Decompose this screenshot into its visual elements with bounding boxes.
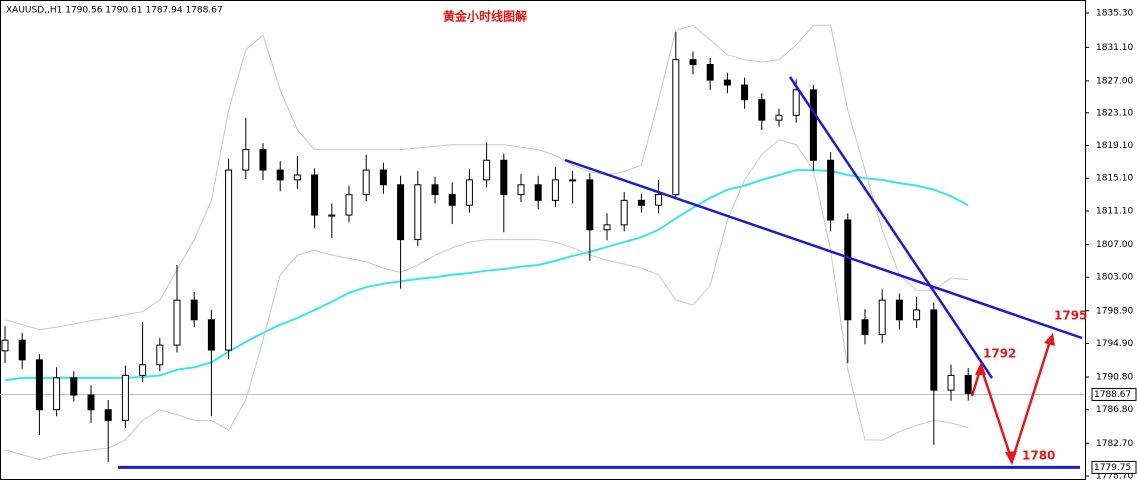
candle-body bbox=[345, 194, 353, 216]
candle-body bbox=[173, 299, 181, 346]
candle-body bbox=[551, 179, 559, 201]
y-tick-label: 1803.00 bbox=[1096, 273, 1133, 283]
annotation: 1780 bbox=[1022, 449, 1055, 463]
y-tick-label: 1786.80 bbox=[1096, 405, 1133, 415]
candle-body bbox=[792, 89, 800, 116]
candle-body bbox=[689, 59, 697, 66]
candle-body bbox=[276, 169, 284, 181]
candle-body bbox=[414, 184, 422, 241]
candle-body bbox=[465, 179, 473, 206]
y-tick-label: 1778.70 bbox=[1096, 472, 1133, 481]
arrow-head bbox=[1044, 333, 1055, 346]
y-tick-label: 1807.00 bbox=[1096, 240, 1133, 250]
candle-body bbox=[87, 394, 95, 411]
candle-body bbox=[534, 184, 542, 201]
candle-body bbox=[517, 184, 525, 196]
candle-body bbox=[328, 214, 336, 217]
candle-body bbox=[741, 84, 749, 101]
y-tick-label: 1790.80 bbox=[1096, 373, 1133, 383]
candle-body bbox=[603, 224, 611, 231]
arrow-head bbox=[975, 362, 986, 375]
price-box bbox=[1091, 460, 1137, 474]
candle-body bbox=[878, 299, 886, 335]
y-tick-label: 1819.10 bbox=[1096, 141, 1133, 151]
price-box bbox=[1091, 387, 1137, 401]
chart-title: 黄金小时线图解 bbox=[443, 9, 527, 24]
candle-body bbox=[655, 194, 663, 206]
candle-body bbox=[242, 149, 250, 171]
candle-body bbox=[637, 199, 645, 206]
y-tick-label: 1815.10 bbox=[1096, 174, 1133, 184]
candle-body bbox=[809, 89, 817, 161]
marks bbox=[0, 24, 1085, 469]
y-tick-label: 1782.70 bbox=[1096, 439, 1133, 449]
price-label: 1788.67 bbox=[1094, 390, 1131, 400]
candle-body bbox=[483, 159, 491, 181]
y-tick-label: 1831.10 bbox=[1096, 43, 1133, 53]
candle-body bbox=[207, 319, 215, 351]
candle-body bbox=[190, 299, 198, 321]
trend-line bbox=[788, 76, 994, 379]
candle-body bbox=[844, 219, 852, 321]
annotation: 1795 bbox=[1054, 309, 1087, 323]
moving-average bbox=[4, 169, 969, 382]
candle-body bbox=[104, 409, 112, 421]
candle-body bbox=[362, 169, 370, 196]
candle-body bbox=[964, 374, 972, 394]
candle-body bbox=[913, 309, 921, 321]
trend-line bbox=[564, 158, 1083, 340]
candle-body bbox=[35, 359, 43, 411]
candle-body bbox=[861, 319, 869, 335]
candle-body bbox=[156, 344, 164, 366]
candle-body bbox=[139, 364, 147, 376]
y-tick-label: 1823.10 bbox=[1096, 108, 1133, 118]
candle-body bbox=[18, 339, 26, 361]
candle-body bbox=[53, 377, 61, 411]
arrow-head bbox=[1005, 451, 1017, 465]
candle-body bbox=[758, 99, 766, 121]
candle-body bbox=[895, 299, 903, 321]
chart-header: XAUUSD,,H1 1790.56 1790.61 1787.94 1788.… bbox=[6, 6, 223, 16]
candle-body bbox=[930, 309, 938, 391]
candle-body bbox=[311, 174, 319, 216]
candle-body bbox=[1, 339, 9, 352]
candle-body bbox=[70, 377, 78, 396]
candle-body bbox=[775, 114, 783, 121]
projection-arrow bbox=[970, 337, 1053, 466]
candle-body bbox=[259, 149, 267, 171]
candle-body bbox=[706, 64, 714, 81]
candle-body bbox=[620, 199, 628, 226]
bollinger-band bbox=[4, 139, 969, 461]
y-tick-label: 1798.90 bbox=[1096, 306, 1133, 316]
candle-body bbox=[379, 169, 387, 186]
candle-body bbox=[225, 169, 233, 351]
candle-body bbox=[431, 184, 439, 196]
price-label: 1779.75 bbox=[1094, 463, 1131, 473]
y-tick-label: 1835.30 bbox=[1096, 9, 1133, 19]
candle-body bbox=[723, 79, 731, 86]
candle-body bbox=[672, 59, 680, 196]
candle-body bbox=[586, 179, 594, 231]
candle-body bbox=[448, 194, 456, 206]
candle-body bbox=[397, 184, 405, 241]
candle-body bbox=[827, 159, 835, 221]
candle-body bbox=[569, 179, 577, 182]
y-tick-label: 1827.00 bbox=[1096, 76, 1133, 86]
annotation: 1792 bbox=[983, 347, 1016, 361]
y-tick-label: 1811.10 bbox=[1096, 206, 1133, 216]
candle-body bbox=[947, 374, 955, 391]
y-tick-label: 1794.90 bbox=[1096, 339, 1133, 349]
candle-body bbox=[121, 374, 129, 421]
candle-body bbox=[500, 159, 508, 196]
candle-body bbox=[293, 174, 301, 181]
